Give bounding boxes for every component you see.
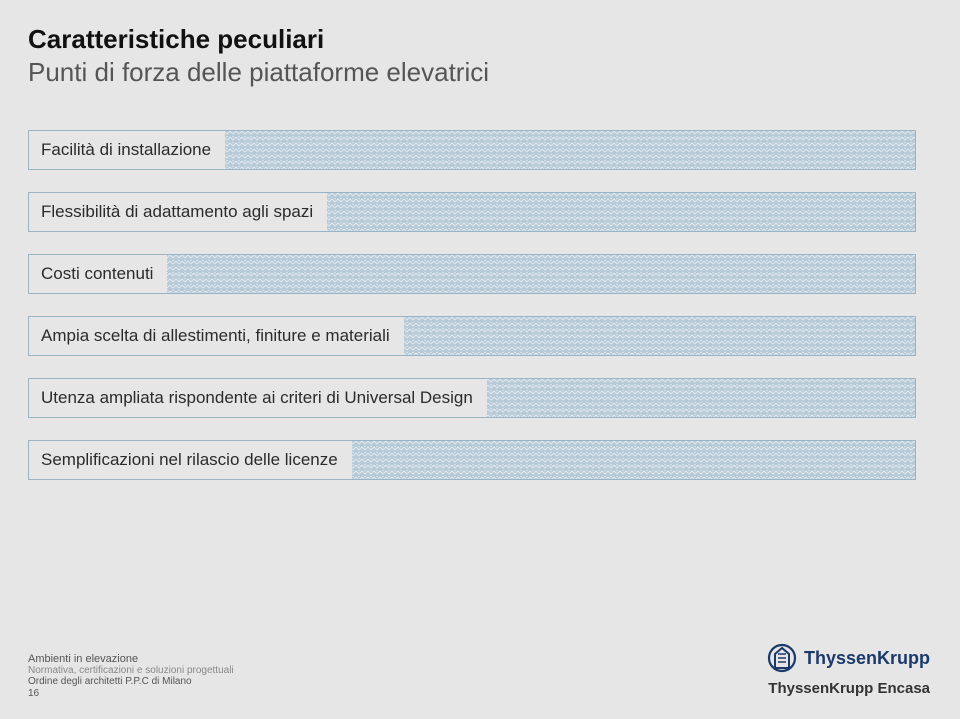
- slide: Caratteristiche peculiari Punti di forza…: [0, 0, 960, 719]
- brand: ThyssenKrupp ThyssenKrupp Encasa: [766, 642, 930, 697]
- footer-line-3: Ordine degli architetti P.P.C di Milano: [28, 676, 234, 687]
- footer-line-2: Normativa, certificazioni e soluzioni pr…: [28, 665, 234, 676]
- page-number: 16: [28, 688, 234, 699]
- brand-logo: ThyssenKrupp: [766, 642, 930, 674]
- feature-label: Ampia scelta di allestimenti, finiture e…: [29, 317, 404, 355]
- feature-bar: Semplificazioni nel rilascio delle licen…: [28, 440, 916, 480]
- feature-label: Flessibilità di adattamento agli spazi: [29, 193, 327, 231]
- brand-name: ThyssenKrupp Encasa: [766, 680, 930, 697]
- thyssenkrupp-logo-icon: [766, 642, 798, 674]
- slide-subtitle: Punti di forza delle piattaforme elevatr…: [28, 57, 932, 88]
- feature-bars: Facilità di installazione Flessibilità d…: [28, 130, 932, 480]
- brand-logo-text: ThyssenKrupp: [804, 648, 930, 669]
- header: Caratteristiche peculiari Punti di forza…: [28, 24, 932, 88]
- footer: Ambienti in elevazione Normativa, certif…: [28, 653, 234, 699]
- feature-label: Utenza ampliata rispondente ai criteri d…: [29, 379, 487, 417]
- feature-bar: Flessibilità di adattamento agli spazi: [28, 192, 916, 232]
- footer-line-1: Ambienti in elevazione: [28, 653, 234, 665]
- feature-label: Costi contenuti: [29, 255, 167, 293]
- feature-bar: Facilità di installazione: [28, 130, 916, 170]
- feature-label: Facilità di installazione: [29, 131, 225, 169]
- feature-bar: Utenza ampliata rispondente ai criteri d…: [28, 378, 916, 418]
- feature-label: Semplificazioni nel rilascio delle licen…: [29, 441, 352, 479]
- feature-bar: Costi contenuti: [28, 254, 916, 294]
- slide-title: Caratteristiche peculiari: [28, 24, 932, 55]
- feature-bar: Ampia scelta di allestimenti, finiture e…: [28, 316, 916, 356]
